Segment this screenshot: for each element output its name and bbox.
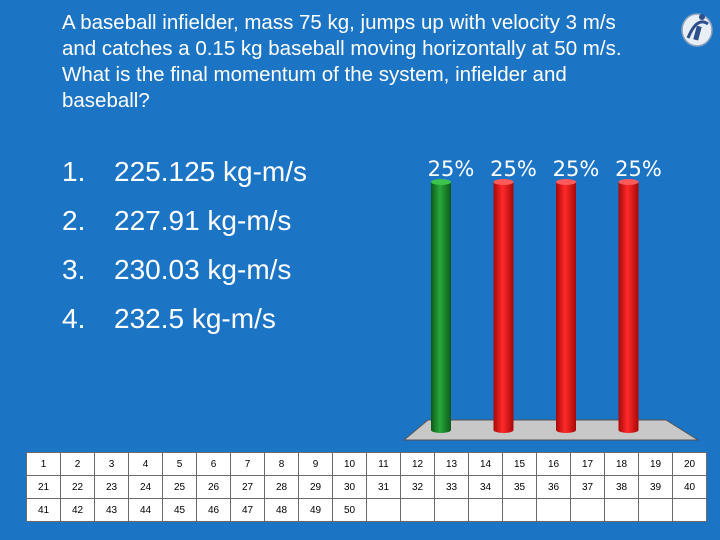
keypad-cell: 47 [230, 498, 265, 522]
keypad-cell: 48 [264, 498, 299, 522]
answer-number: 4. [62, 303, 86, 334]
keypad-cell [604, 498, 639, 522]
keypad-cell: 30 [332, 475, 367, 499]
answer-option: 2. 227.91 kg-m/s [62, 196, 307, 245]
chart-bar-cap [431, 179, 451, 185]
keypad-cell: 27 [230, 475, 265, 499]
chart-bar [431, 182, 451, 430]
keypad-cell: 17 [570, 452, 605, 476]
answer-text: 227.91 kg-m/s [114, 205, 292, 236]
keypad-row: 41 42 43 44 45 46 47 48 49 50 [26, 498, 707, 522]
keypad-cell: 32 [400, 475, 435, 499]
keypad-cell [400, 498, 435, 522]
chart-data-label: 25% [615, 157, 662, 181]
keypad-cell: 40 [672, 475, 707, 499]
keypad-cell [638, 498, 673, 522]
chart-data-label: 25% [428, 157, 475, 181]
answer-number: 2. [62, 205, 86, 236]
keypad-cell: 18 [604, 452, 639, 476]
keypad-cell: 38 [604, 475, 639, 499]
keypad-cell: 28 [264, 475, 299, 499]
answer-list: 1. 225.125 kg-m/s 2. 227.91 kg-m/s 3. 230.0… [62, 147, 307, 343]
answer-text: 230.03 kg-m/s [114, 254, 292, 285]
answer-number: 1. [62, 156, 86, 187]
keypad-cell: 25 [162, 475, 197, 499]
keypad-cell: 5 [162, 452, 197, 476]
keypad-cell: 3 [94, 452, 129, 476]
keypad-cell [434, 498, 469, 522]
keypad-cell: 45 [162, 498, 197, 522]
keypad-cell: 9 [298, 452, 333, 476]
keypad-cell: 7 [230, 452, 265, 476]
chart-bar-base [431, 427, 451, 433]
keypad-cell: 16 [536, 452, 571, 476]
keypad-cell: 29 [298, 475, 333, 499]
keypad-cell: 36 [536, 475, 571, 499]
keypad-row: 1 2 3 4 5 6 7 8 9 10 11 12 13 14 15 16 17 18 19 20 [26, 452, 707, 476]
keypad-cell: 35 [502, 475, 537, 499]
keypad-cell: 26 [196, 475, 231, 499]
answer-option: 1. 225.125 kg-m/s [62, 147, 307, 196]
keypad-cell: 21 [26, 475, 61, 499]
keypad-cell [468, 498, 503, 522]
keypad-grid: 1 2 3 4 5 6 7 8 9 10 11 12 13 14 15 16 17 18 19 20 21 22 23 24 2… [26, 452, 707, 522]
keypad-cell: 4 [128, 452, 163, 476]
keypad-cell: 33 [434, 475, 469, 499]
answer-text: 225.125 kg-m/s [114, 156, 307, 187]
keypad-cell [536, 498, 571, 522]
keypad-cell: 37 [570, 475, 605, 499]
keypad-cell: 1 [26, 452, 61, 476]
keypad-cell: 34 [468, 475, 503, 499]
keypad-cell: 15 [502, 452, 537, 476]
answer-text: 232.5 kg-m/s [114, 303, 276, 334]
keypad-cell: 2 [60, 452, 95, 476]
chart-bar-cap [556, 179, 576, 185]
chart-bar-cap [493, 179, 514, 185]
keypad-cell: 49 [298, 498, 333, 522]
keypad-row: 21 22 23 24 25 26 27 28 29 30 31 32 33 34 35 36 37 38 39 40 [26, 475, 707, 499]
keypad-cell [570, 498, 605, 522]
keypad-cell: 11 [366, 452, 401, 476]
answer-number: 3. [62, 254, 86, 285]
chart-bar-base [556, 427, 576, 433]
keypad-cell: 19 [638, 452, 673, 476]
answer-option: 3. 230.03 kg-m/s [62, 245, 307, 294]
keypad-cell: 42 [60, 498, 95, 522]
turning-point-logo-icon [680, 8, 714, 48]
keypad-cell: 43 [94, 498, 129, 522]
keypad-cell: 22 [60, 475, 95, 499]
keypad-cell: 24 [128, 475, 163, 499]
chart-bar [493, 182, 514, 430]
keypad-cell: 20 [672, 452, 707, 476]
chart-bar [618, 182, 639, 430]
chart-data-label: 25% [490, 157, 537, 181]
keypad-cell: 10 [332, 452, 367, 476]
answer-option: 4. 232.5 kg-m/s [62, 294, 307, 343]
keypad-cell: 31 [366, 475, 401, 499]
keypad-cell [502, 498, 537, 522]
question-text: A baseball infielder, mass 75 kg, jumps … [62, 11, 622, 112]
keypad-cell: 41 [26, 498, 61, 522]
keypad-cell: 44 [128, 498, 163, 522]
chart-bar-base [493, 427, 514, 433]
keypad-cell: 23 [94, 475, 129, 499]
keypad-cell: 50 [332, 498, 367, 522]
keypad-cell [672, 498, 707, 522]
keypad-cell: 39 [638, 475, 673, 499]
chart-bar-cap [618, 179, 639, 185]
keypad-cell: 12 [400, 452, 435, 476]
keypad-cell [366, 498, 401, 522]
keypad-cell: 6 [196, 452, 231, 476]
keypad-cell: 14 [468, 452, 503, 476]
chart-data-label: 25% [553, 157, 600, 181]
chart-bar [556, 182, 576, 430]
keypad-cell: 13 [434, 452, 469, 476]
keypad-cell: 46 [196, 498, 231, 522]
chart-bar-base [618, 427, 639, 433]
keypad-cell: 8 [264, 452, 299, 476]
